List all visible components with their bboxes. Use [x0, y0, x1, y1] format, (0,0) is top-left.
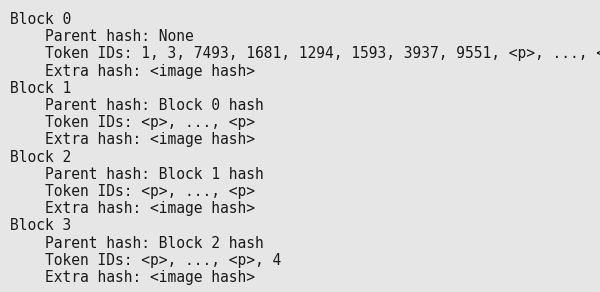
Text: Extra hash: <image hash>: Extra hash: <image hash>	[10, 270, 255, 285]
Text: Extra hash: <image hash>: Extra hash: <image hash>	[10, 201, 255, 216]
Text: Token IDs: <p>, ..., <p>: Token IDs: <p>, ..., <p>	[10, 184, 255, 199]
Text: Parent hash: None: Parent hash: None	[10, 29, 194, 44]
Text: Token IDs: <p>, ..., <p>, 4: Token IDs: <p>, ..., <p>, 4	[10, 253, 281, 268]
Text: Parent hash: Block 0 hash: Parent hash: Block 0 hash	[10, 98, 264, 113]
Text: Extra hash: <image hash>: Extra hash: <image hash>	[10, 133, 255, 147]
Text: Token IDs: 1, 3, 7493, 1681, 1294, 1593, 3937, 9551, <p>, ..., <p>: Token IDs: 1, 3, 7493, 1681, 1294, 1593,…	[10, 46, 600, 61]
Text: Parent hash: Block 1 hash: Parent hash: Block 1 hash	[10, 167, 264, 182]
Text: Block 0: Block 0	[10, 12, 71, 27]
Text: Token IDs: <p>, ..., <p>: Token IDs: <p>, ..., <p>	[10, 115, 255, 130]
Text: Block 3: Block 3	[10, 218, 71, 234]
Text: Block 2: Block 2	[10, 150, 71, 165]
Text: Parent hash: Block 2 hash: Parent hash: Block 2 hash	[10, 236, 264, 251]
Text: Block 1: Block 1	[10, 81, 71, 96]
Text: Extra hash: <image hash>: Extra hash: <image hash>	[10, 64, 255, 79]
